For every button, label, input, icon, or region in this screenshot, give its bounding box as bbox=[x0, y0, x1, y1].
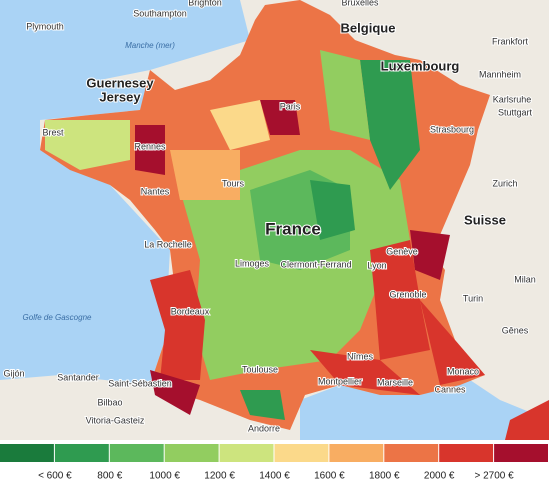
legend-label: > 2700 € bbox=[474, 471, 514, 482]
place-label: Zurich bbox=[492, 178, 517, 188]
region bbox=[210, 100, 270, 150]
region bbox=[240, 390, 285, 420]
channel-sea bbox=[0, 0, 250, 80]
place-label: Montpellier bbox=[318, 376, 362, 386]
region bbox=[150, 370, 200, 415]
place-label: Gijón bbox=[3, 368, 24, 378]
legend-label: < 600 € bbox=[38, 471, 72, 482]
place-label: Jersey bbox=[99, 89, 141, 104]
place-label: Grenoble bbox=[389, 289, 426, 299]
legend-label: 800 € bbox=[97, 471, 122, 482]
region bbox=[310, 350, 420, 395]
place-label: Lyon bbox=[367, 260, 386, 270]
region bbox=[45, 120, 130, 170]
place-label: Genève bbox=[386, 246, 418, 256]
legend-swatch bbox=[384, 444, 439, 462]
place-label: Guernesey bbox=[86, 75, 154, 90]
legend-label: 1200 € bbox=[204, 471, 235, 482]
legend: < 600 € 800 € 1000 € 1200 € 1400 € 1600 € 1800… bbox=[0, 444, 548, 482]
legend-label: 1600 € bbox=[314, 471, 345, 482]
region bbox=[135, 125, 165, 175]
legend-swatch bbox=[439, 444, 494, 462]
region bbox=[310, 180, 355, 240]
region bbox=[150, 270, 205, 380]
regions bbox=[40, 0, 549, 440]
place-label: Golfe de Gascogne bbox=[23, 313, 92, 322]
place-label: Monaco bbox=[447, 366, 479, 376]
atlantic-sea bbox=[0, 80, 170, 385]
place-label: Paris bbox=[280, 101, 301, 111]
place-label: Nantes bbox=[141, 186, 170, 196]
legend-label: 1800 € bbox=[369, 471, 400, 482]
legend-swatch bbox=[219, 444, 274, 462]
place-label: Brest bbox=[42, 127, 64, 137]
place-label: Stuttgart bbox=[498, 107, 533, 117]
place-label: Karlsruhe bbox=[493, 94, 532, 104]
legend-swatch bbox=[109, 444, 164, 462]
mediterranean-sea bbox=[300, 380, 549, 440]
legend-swatch bbox=[0, 444, 54, 462]
legend-swatch bbox=[274, 444, 329, 462]
region bbox=[370, 240, 430, 360]
legend-swatch bbox=[54, 444, 109, 462]
legend-swatch bbox=[164, 444, 219, 462]
place-label: Strasbourg bbox=[430, 124, 474, 134]
legend-label: 1400 € bbox=[259, 471, 290, 482]
place-label: Nîmes bbox=[347, 351, 374, 361]
place-label: Suisse bbox=[464, 212, 506, 227]
place-label: Milan bbox=[514, 274, 536, 284]
place-label: Vitoria-Gasteiz bbox=[86, 415, 145, 425]
region bbox=[320, 50, 370, 140]
place-label: Manche (mer) bbox=[125, 41, 175, 50]
place-label: Clermont-Ferrand bbox=[280, 259, 351, 269]
place-label: Belgique bbox=[341, 20, 396, 35]
region bbox=[420, 300, 485, 385]
place-label: Rennes bbox=[134, 141, 166, 151]
region bbox=[170, 150, 240, 200]
place-label: Limoges bbox=[235, 258, 270, 268]
place-label: Luxembourg bbox=[381, 58, 460, 73]
place-label: Bilbao bbox=[97, 397, 122, 407]
place-label: Bruxelles bbox=[341, 0, 379, 7]
place-label: Mannheim bbox=[479, 69, 521, 79]
place-label: Toulouse bbox=[242, 364, 278, 374]
region bbox=[505, 400, 549, 440]
place-label: Southampton bbox=[133, 8, 187, 18]
place-label: Tours bbox=[222, 178, 245, 188]
region bbox=[260, 100, 300, 135]
region bbox=[360, 60, 420, 190]
place-label: Brighton bbox=[188, 0, 222, 7]
place-label: Cannes bbox=[434, 384, 466, 394]
place-label: La Rochelle bbox=[144, 239, 192, 249]
legend-label: 1000 € bbox=[149, 471, 180, 482]
region bbox=[410, 230, 450, 280]
place-label: Marseille bbox=[377, 377, 413, 387]
place-label: Frankfort bbox=[492, 36, 529, 46]
place-label: Bordeaux bbox=[171, 306, 210, 316]
place-label: Andorre bbox=[248, 423, 280, 433]
place-label: Gênes bbox=[502, 325, 529, 335]
place-label: France bbox=[265, 219, 321, 238]
legend-swatch bbox=[329, 444, 384, 462]
place-label: Turin bbox=[463, 293, 483, 303]
place-label: Plymouth bbox=[26, 21, 64, 31]
place-label: Santander bbox=[57, 372, 99, 382]
legend-label: 2000 € bbox=[424, 471, 455, 482]
legend-swatch bbox=[494, 444, 548, 462]
place-label: Saint-Sébastien bbox=[108, 378, 172, 388]
